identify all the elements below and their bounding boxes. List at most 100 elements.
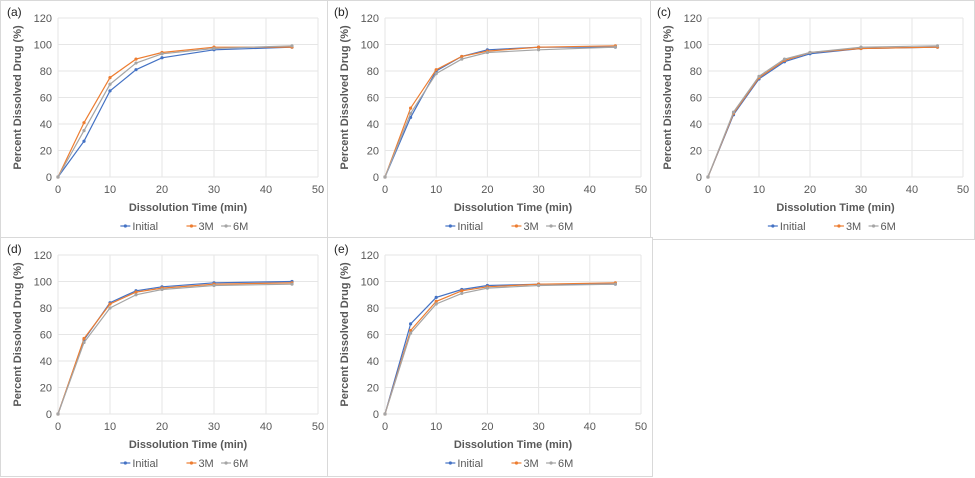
- data-point: [537, 48, 541, 52]
- legend-point-marker: [549, 224, 553, 228]
- panel-label: (d): [7, 242, 22, 256]
- x-tick-label: 50: [312, 421, 324, 433]
- legend-label: Initial: [132, 458, 158, 470]
- legend: Initial 3M 6M: [445, 221, 573, 233]
- x-tick-label: 0: [55, 421, 61, 433]
- legend-label: Initial: [457, 458, 483, 470]
- data-point: [160, 287, 164, 292]
- data-point: [409, 106, 413, 110]
- panel-label: (a): [7, 5, 22, 19]
- y-tick-label: 20: [367, 146, 379, 158]
- chart-c: 0 20 40 60 80 100 120 0 10 20 30 40 50 Dissolution Ti…: [662, 13, 969, 233]
- legend-point-marker: [448, 224, 452, 228]
- chart-panel-d: (d) 0 20 40 60 80 100 120 0 10 20 30 40 50 Dissolutio…: [0, 237, 330, 477]
- x-tick-label: 30: [532, 421, 544, 433]
- y-tick-label: 0: [46, 172, 52, 184]
- y-axis-title: Percent Dissolved Drug (%): [12, 262, 24, 407]
- legend-item-initial: Initial: [120, 221, 158, 233]
- y-tick-label: 0: [46, 409, 52, 421]
- y-tick-label: 60: [40, 93, 52, 105]
- legend: Initial 3M 6M: [120, 458, 248, 470]
- y-tick-label: 80: [40, 66, 52, 78]
- legend-label: 3M: [198, 458, 213, 470]
- data-point: [290, 44, 294, 48]
- chart-panel-e: (e) 0 20 40 60 80 100 120 0 10 20 30 40 50 Dissolutio…: [327, 237, 653, 477]
- legend-label: Initial: [132, 221, 158, 233]
- panel-label: (c): [657, 5, 671, 19]
- legend-point-marker: [224, 224, 228, 228]
- data-point: [290, 282, 294, 286]
- y-tick-label: 80: [40, 303, 52, 315]
- x-tick-label: 30: [855, 184, 867, 196]
- legend-label: 6M: [233, 458, 248, 470]
- series-6m: [56, 282, 294, 416]
- data-point: [134, 68, 138, 72]
- data-point: [82, 139, 86, 143]
- x-tick-label: 0: [382, 184, 388, 196]
- legend-point-marker: [448, 461, 452, 465]
- data-point: [383, 412, 387, 416]
- y-tick-label: 100: [361, 40, 379, 52]
- legend-item-initial: Initial: [767, 221, 806, 233]
- y-tick-label: 60: [367, 93, 379, 105]
- y-tick-label: 100: [34, 40, 52, 52]
- data-point: [134, 61, 138, 65]
- data-point: [108, 302, 112, 306]
- data-point: [460, 291, 464, 296]
- gridlines: [384, 17, 642, 178]
- x-tick-label: 0: [382, 421, 388, 433]
- series-line: [384, 282, 616, 415]
- series-3m: [706, 45, 940, 179]
- x-tick-label: 20: [156, 421, 168, 433]
- data-point: [460, 54, 464, 59]
- legend-point-marker: [189, 461, 194, 465]
- series-3m: [383, 44, 617, 179]
- data-point: [731, 110, 736, 114]
- data-point: [409, 322, 413, 326]
- data-point: [56, 175, 60, 179]
- chart-a: 0 20 40 60 80 100 120 0 10 20 30 40 50 Dissolution Ti…: [12, 13, 324, 233]
- legend-item-3m: 3M: [511, 458, 539, 470]
- legend-label: Initial: [457, 221, 483, 233]
- series-3m: [383, 281, 617, 416]
- x-tick-label: 0: [55, 184, 61, 196]
- y-axis-title: Percent Dissolved Drug (%): [12, 25, 24, 170]
- x-axis-title: Dissolution Time (min): [129, 202, 248, 214]
- x-tick-label: 10: [753, 184, 765, 196]
- series-line: [57, 45, 293, 178]
- data-point: [935, 44, 940, 48]
- y-tick-label: 20: [40, 146, 52, 158]
- legend-item-initial: Initial: [445, 221, 483, 233]
- y-tick-label: 40: [367, 119, 379, 131]
- x-tick-label: 30: [532, 184, 544, 196]
- x-tick-label: 50: [312, 184, 324, 196]
- series-6m: [383, 45, 617, 179]
- legend-item-3m: 3M: [186, 458, 214, 470]
- data-point: [409, 328, 413, 333]
- data-point: [409, 111, 413, 115]
- data-point: [434, 302, 438, 306]
- series-3m: [56, 45, 294, 179]
- series-initial: [383, 45, 617, 179]
- data-point: [212, 46, 216, 51]
- legend-item-6m: 6M: [221, 221, 248, 233]
- y-tick-label: 120: [361, 13, 379, 25]
- chart-b: 0 20 40 60 80 100 120 0 10 20 30 40 50 Dissolution Ti…: [339, 13, 647, 233]
- y-tick-label: 100: [34, 277, 52, 289]
- panel-label: (b): [334, 5, 349, 19]
- chart-panel-a: (a) 0 20 40 60 80 100 120 0 10 20 30 40 50 Dissolutio…: [0, 0, 330, 240]
- legend-item-6m: 6M: [546, 221, 573, 233]
- series-6m: [56, 44, 294, 179]
- x-tick-label: 20: [156, 184, 168, 196]
- data-point: [160, 56, 164, 60]
- legend-label: 3M: [523, 221, 538, 233]
- legend-item-6m: 6M: [221, 458, 248, 470]
- legend-point-marker: [514, 224, 519, 228]
- data-point: [108, 306, 112, 310]
- y-tick-label: 100: [684, 40, 702, 52]
- series-6m: [383, 282, 617, 416]
- data-point: [460, 57, 464, 61]
- y-tick-label: 40: [40, 356, 52, 368]
- series-initial: [706, 45, 940, 179]
- data-point: [434, 72, 438, 76]
